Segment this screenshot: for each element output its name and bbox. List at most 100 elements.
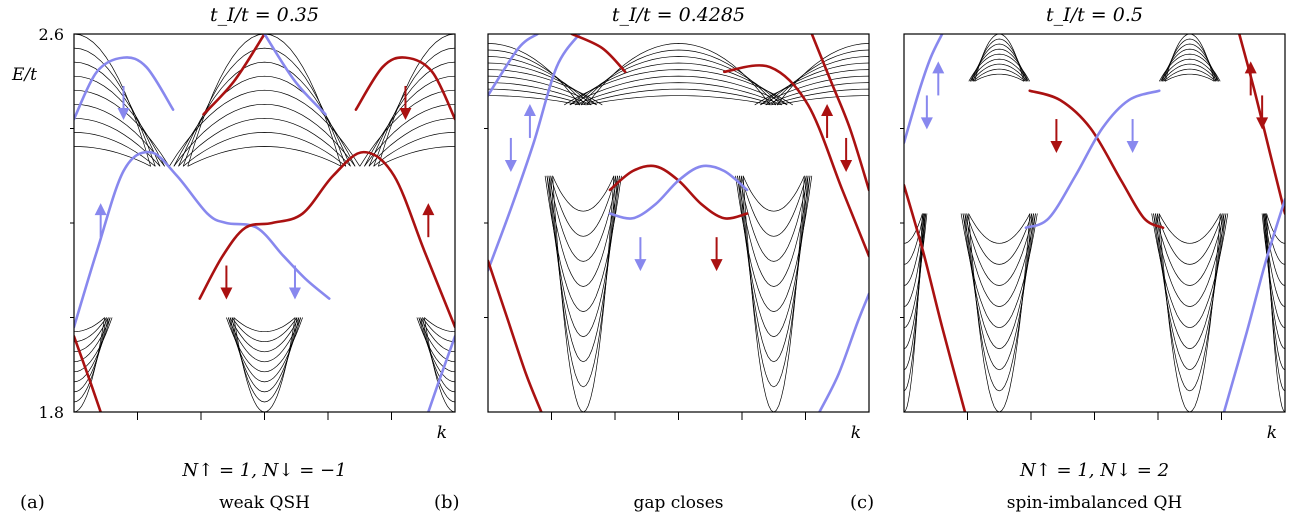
bulk-band-line [586,43,771,106]
bulk-band-line [229,317,300,353]
spin-arrow-head [422,203,435,216]
bulk-band-line [187,34,342,167]
edge-state-line [818,292,869,412]
bulk-band-line [737,175,811,338]
bulk-band-line [74,317,111,363]
bulk-band-line [972,38,1026,82]
bulk-band-line [422,317,455,403]
bulk-band-line [972,68,1026,82]
chern-invariants: N↑ = 1, N↓ = 2 [1019,460,1169,481]
edge-state-line [427,335,455,412]
bulk-band-line [368,117,455,167]
bulk-band-line [1153,213,1227,350]
bulk-band-line [74,317,107,343]
bulk-band-line [548,175,618,262]
bulk-band-line [564,69,793,106]
bulk-band-line [1153,213,1227,307]
panel-b: t_I/t = 0.4285 k gap closes (b) [434,4,870,513]
bulk-band-line [74,132,156,167]
bulk-band-line [373,47,455,167]
edge-state-line [904,183,967,412]
panel-title: t_I/t = 0.4285 [612,4,745,26]
bulk-band-line [740,175,807,388]
bulk-band-line [226,317,303,373]
bulk-band-line [1165,73,1215,82]
bulk-band-line [424,317,455,333]
bulk-band-line [74,317,107,403]
y-axis-label: E/t [11,65,37,85]
bulk-band-line [1158,213,1221,412]
spin-arrow-head [1126,141,1139,154]
spin-arrow-head [94,203,107,216]
bulk-band-line [1156,213,1223,265]
phase-label: gap closes [633,493,723,513]
bulk-band-line [742,175,805,412]
bulk-band-line [378,146,455,167]
edge-state-line [354,56,455,121]
bulk-band-line [74,317,105,333]
phase-label: spin-imbalanced QH [1007,493,1182,513]
spin-arrow-head [840,159,853,172]
spin-arrow-head [932,61,945,74]
bulk-band-line [962,213,1036,307]
bulk-band-line [1266,213,1285,244]
edge-state-line [1222,198,1285,412]
bulk-band-line [1261,213,1285,329]
bulk-band-line [968,213,1031,244]
bulk-band-line [575,82,782,106]
edge-state-line [722,64,869,258]
bulk-band-line [760,62,869,106]
bulk-band-line [74,317,113,373]
spin-arrow-head [523,103,536,116]
bulk-band-line [422,317,455,343]
bulk-band-line [586,95,771,106]
bulk-band-line [776,95,869,106]
bulk-band-line [488,88,586,106]
spin-arrow-head [634,259,647,272]
bulk-band-line [227,317,302,383]
bulk-band-line [966,213,1033,265]
edge-state-line [1024,89,1161,230]
bulk-band-line [1156,213,1223,392]
bulk-band-line [904,213,925,371]
bulk-band-line [968,213,1031,412]
bulk-band-line [488,43,581,106]
bulk-band-line [580,49,777,106]
bulk-band-line [739,175,809,262]
bulk-band-line [544,175,622,312]
bulk-band-line [368,61,455,167]
spin-arrow-head [821,103,834,116]
bulk-band-line [969,48,1029,82]
bulk-band-line [373,132,455,167]
panel-letter: (a) [20,492,45,513]
bulk-band-line [74,75,165,167]
bulk-band-line [488,95,581,106]
panel-letter: (c) [850,492,874,513]
edge-state-line [263,34,327,116]
bulk-band-line [1265,213,1285,265]
bulk-band-line [575,56,782,106]
axes-frame [903,33,1286,413]
plot-area [904,34,1285,412]
bulk-band-line [488,62,597,106]
bulk-band-line [488,69,603,106]
bulk-band-line [488,82,592,106]
bulk-band-line [74,317,111,383]
bulk-band-line [552,175,615,412]
bulk-band-line [548,175,618,363]
bulk-band-line [233,317,296,333]
x-axis-label: k [851,423,861,443]
bulk-band-line [904,213,928,329]
bulk-band-line [552,175,615,212]
bulk-band-line [229,317,300,393]
bulk-band-line [187,146,342,167]
bulk-band-line [377,34,455,167]
bulk-band-line [182,47,347,167]
bulk-band-line [546,175,620,287]
bulk-band-line [74,103,165,167]
spin-arrow-head [504,159,517,172]
plot-area [488,34,869,412]
bulk-band-line [569,75,788,106]
chern-invariants: N↑ = 1, N↓ = −1 [181,460,346,481]
bulk-band-line [742,175,805,212]
